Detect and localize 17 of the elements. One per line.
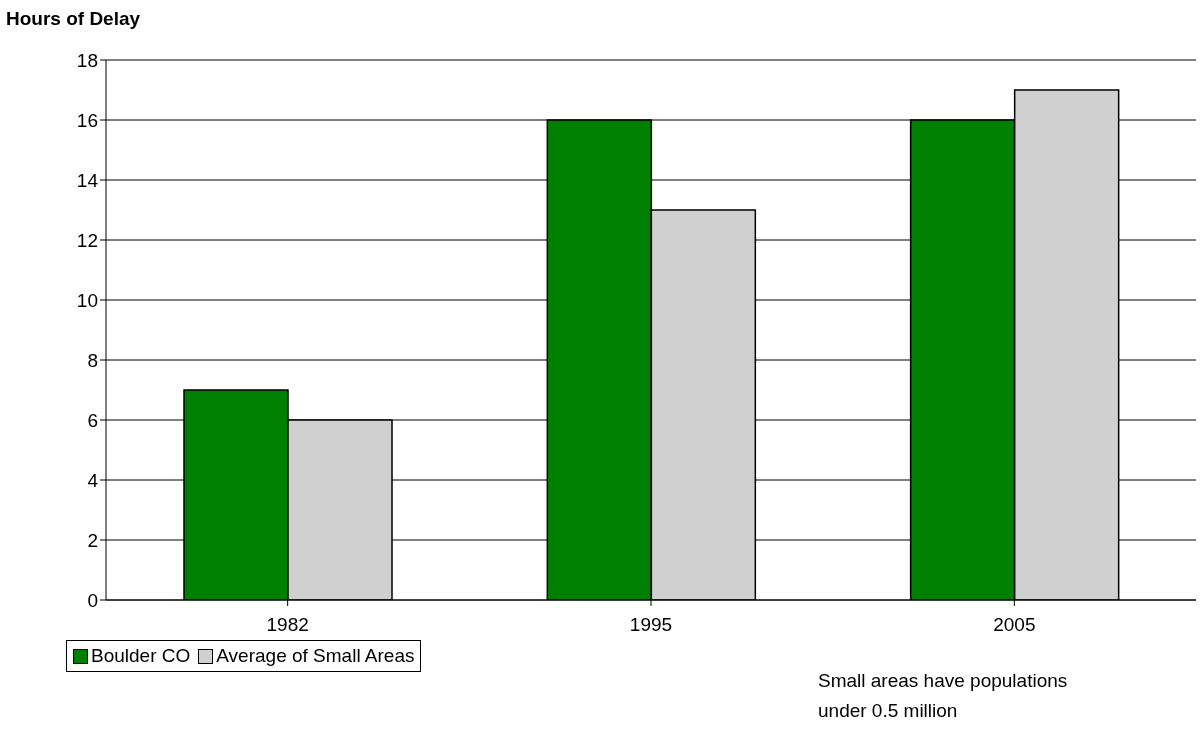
x-tick-label: 1995 bbox=[629, 614, 673, 636]
y-tick-label: 4 bbox=[87, 469, 99, 491]
text: Small areas have populations under 0.5 million bbox=[818, 669, 1069, 723]
chart-title: Hours of Delay bbox=[6, 8, 141, 30]
y-tick-label: 14 bbox=[76, 169, 99, 191]
y-tick-label: 16 bbox=[76, 109, 98, 131]
x-tick-label: 1982 bbox=[266, 614, 309, 636]
legend-label: Average of Small Areas bbox=[215, 645, 415, 667]
y-tick-label: 8 bbox=[87, 349, 98, 371]
y-tick-label: 2 bbox=[87, 529, 98, 551]
y-tick-label: 18 bbox=[76, 49, 98, 71]
x-tick-label: 2005 bbox=[993, 614, 1036, 636]
y-tick-label: 0 bbox=[87, 589, 98, 611]
y-tick-label: 6 bbox=[87, 409, 98, 431]
legend-label: Boulder CO bbox=[90, 645, 191, 667]
y-tick-label: 10 bbox=[76, 289, 98, 311]
y-tick-label: 12 bbox=[76, 229, 98, 251]
